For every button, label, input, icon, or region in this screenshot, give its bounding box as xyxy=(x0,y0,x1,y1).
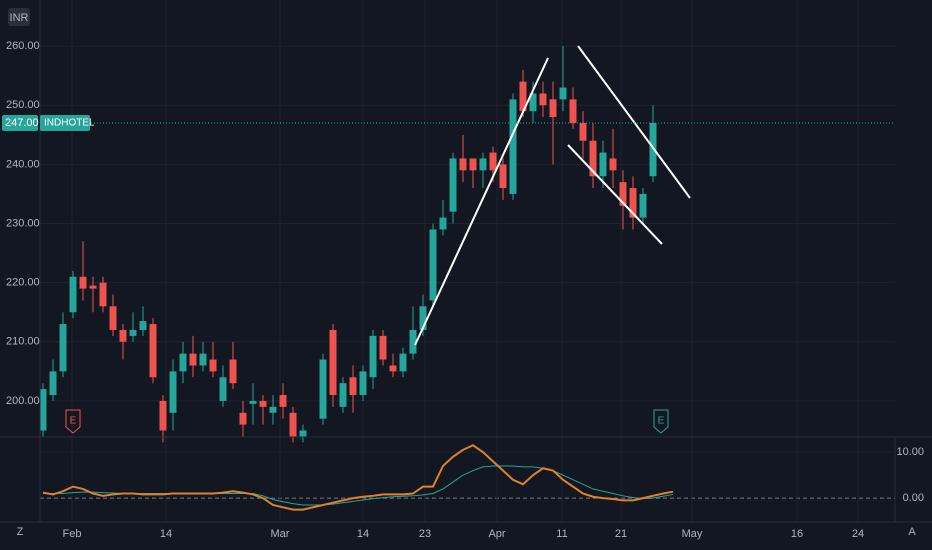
y-tick-label: 250.00 xyxy=(6,99,40,111)
x-tick-label: 21 xyxy=(615,528,627,540)
y-tick-label: 220.00 xyxy=(6,277,40,289)
currency-box[interactable] xyxy=(8,8,30,26)
x-tick-label: 16 xyxy=(791,528,803,540)
x-tick-label: 14 xyxy=(357,528,369,540)
candle-body xyxy=(559,87,567,100)
candle-body xyxy=(49,371,57,396)
trend-line[interactable] xyxy=(567,144,663,245)
candle-body xyxy=(459,158,467,171)
y-tick-label: 200.00 xyxy=(6,395,40,407)
candle-body xyxy=(529,93,537,112)
candle-body xyxy=(319,359,327,419)
indicator-line xyxy=(42,444,674,511)
candle-body xyxy=(69,276,77,313)
candle-body xyxy=(419,306,427,330)
candle-body xyxy=(609,158,617,171)
symbol-label: INDHOTEL xyxy=(44,118,95,129)
candle-body xyxy=(219,377,227,401)
price-label-box xyxy=(2,114,38,131)
candle-body xyxy=(129,329,137,336)
candle-body xyxy=(539,93,547,106)
candle-body xyxy=(519,81,527,112)
candle-body xyxy=(259,400,267,407)
candle-body xyxy=(629,188,637,218)
earnings-label[interactable]: E xyxy=(658,416,665,427)
candle-body xyxy=(469,158,477,171)
earnings-marker[interactable] xyxy=(65,409,81,434)
ui-button[interactable]: A xyxy=(908,526,916,538)
candle-body xyxy=(589,140,597,177)
candle-body xyxy=(509,99,517,194)
y-tick-label: 210.00 xyxy=(6,336,40,348)
candle-body xyxy=(549,99,557,118)
candle-body xyxy=(359,371,367,396)
candle-body xyxy=(379,335,387,360)
candle-body xyxy=(649,122,657,177)
candle-body xyxy=(579,122,587,141)
candle-body xyxy=(139,321,147,330)
y-tick-label: 230.00 xyxy=(6,217,40,229)
candle-body xyxy=(389,365,397,372)
candle-body xyxy=(159,400,167,431)
candle-body xyxy=(349,377,357,396)
candle-body xyxy=(179,353,187,372)
candle-body xyxy=(99,282,107,307)
x-tick-label: 14 xyxy=(160,528,172,540)
candle-body xyxy=(109,306,117,330)
candle-body xyxy=(449,158,457,212)
candle-body xyxy=(249,400,257,404)
candle-body xyxy=(429,229,437,301)
candle-body xyxy=(569,99,577,123)
candle-body xyxy=(329,329,337,396)
y-tick-label: 240.00 xyxy=(6,158,40,170)
candle-body xyxy=(479,158,487,171)
x-tick-label: 23 xyxy=(419,528,431,540)
earnings-marker[interactable] xyxy=(653,409,669,434)
currency[interactable]: INR xyxy=(10,12,29,24)
x-tick-label: 24 xyxy=(852,528,864,540)
candle-body xyxy=(229,359,237,384)
candle-body xyxy=(619,182,627,206)
trend-line[interactable] xyxy=(414,57,549,346)
candle-body xyxy=(199,353,207,366)
candle-body xyxy=(119,329,127,342)
x-tick-label: Feb xyxy=(63,528,82,540)
x-tick-label: Mar xyxy=(271,528,290,540)
candle-body xyxy=(489,152,497,171)
candle-body xyxy=(289,412,297,437)
earnings-label[interactable]: E xyxy=(70,416,77,427)
price-label: 247.00 xyxy=(5,117,39,129)
y-tick-label: 0.00 xyxy=(903,492,924,504)
candle-body xyxy=(89,285,97,289)
candle-body xyxy=(59,324,67,372)
trend-line[interactable] xyxy=(577,45,691,199)
candle-body xyxy=(439,217,447,230)
candle-body xyxy=(79,276,87,289)
candle-body xyxy=(369,335,377,378)
symbol-label-box xyxy=(40,114,90,131)
candle-body xyxy=(299,430,307,437)
candle-body xyxy=(339,383,347,407)
candle-body xyxy=(239,412,247,425)
x-tick-label: May xyxy=(682,528,703,540)
ui-button[interactable]: Z xyxy=(17,526,24,538)
candle-body xyxy=(409,329,417,354)
y-tick-label: 260.00 xyxy=(6,40,40,52)
candle-body xyxy=(189,353,197,366)
x-tick-label: 11 xyxy=(556,528,567,540)
candle-body xyxy=(399,353,407,372)
candle-body xyxy=(499,164,507,189)
candle-body xyxy=(149,324,157,378)
candle-body xyxy=(639,193,647,218)
candle-body xyxy=(169,371,177,413)
candle-body xyxy=(39,389,47,431)
candle-body xyxy=(599,152,607,177)
y-tick-label: 10.00 xyxy=(896,446,924,458)
candle-body xyxy=(209,359,217,372)
x-tick-label: Apr xyxy=(488,528,505,540)
candle-body xyxy=(269,406,277,413)
candle-body xyxy=(279,395,287,407)
